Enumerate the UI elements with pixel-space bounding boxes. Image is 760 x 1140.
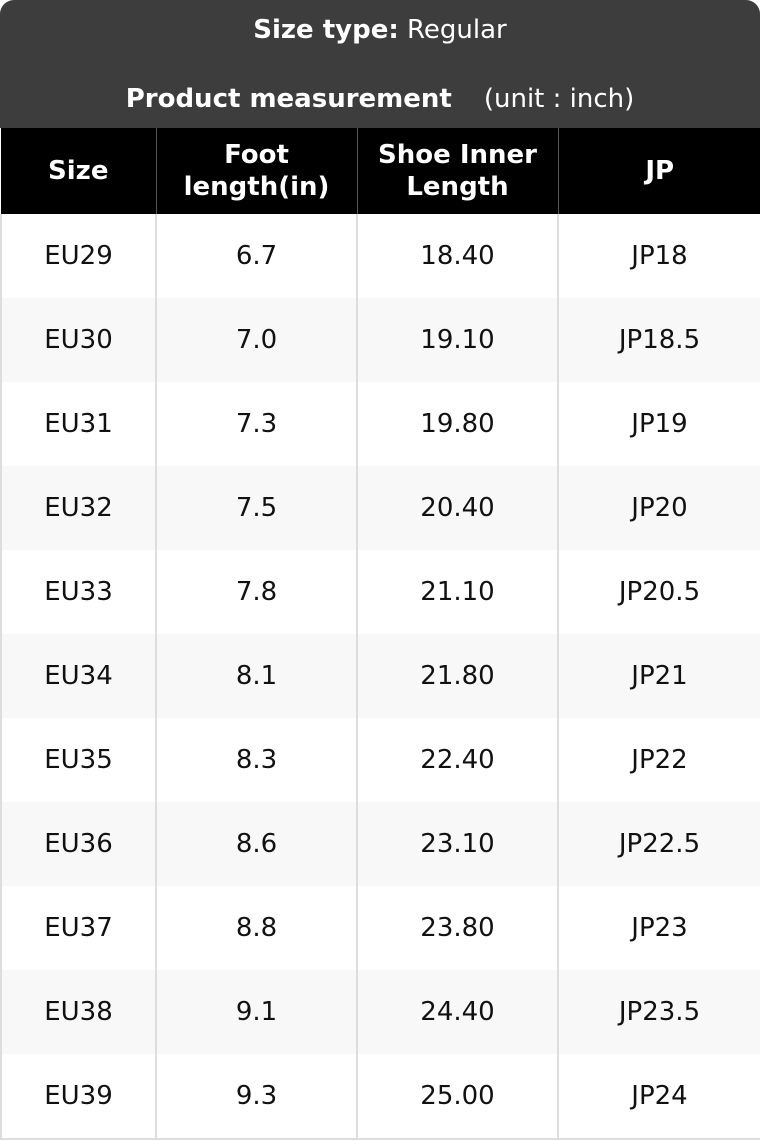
table-row: EU32 7.5 20.40 JP20 bbox=[0, 466, 760, 550]
column-header-text: JP bbox=[645, 156, 675, 186]
table-cell: JP18 bbox=[557, 214, 760, 298]
table-cell: 23.10 bbox=[356, 802, 558, 886]
table-cell: 23.80 bbox=[356, 886, 558, 970]
column-header-text: Size bbox=[48, 156, 109, 186]
measurement-line: Product measurement (unit : inch) bbox=[0, 56, 760, 128]
header-row: Size Foot length(in) Shoe Inner Length JP bbox=[1, 128, 760, 214]
table-cell: EU38 bbox=[0, 970, 156, 1054]
table-cell: EU34 bbox=[0, 634, 156, 718]
table-cell: 7.5 bbox=[155, 466, 357, 550]
table-cell: JP23 bbox=[557, 886, 760, 970]
table-cell: 18.40 bbox=[356, 214, 558, 298]
table-cell: 8.8 bbox=[155, 886, 357, 970]
table-cell: JP18.5 bbox=[557, 298, 760, 382]
table-cell: EU36 bbox=[0, 802, 156, 886]
table-cell: JP19 bbox=[557, 382, 760, 466]
table-cell: 22.40 bbox=[356, 718, 558, 802]
size-type-value: Regular bbox=[407, 15, 507, 45]
table-cell: JP22 bbox=[557, 718, 760, 802]
table-cell: EU29 bbox=[0, 214, 156, 298]
table-cell: 21.10 bbox=[356, 550, 558, 634]
table-cell: 6.7 bbox=[155, 214, 357, 298]
table-row: EU38 9.1 24.40 JP23.5 bbox=[0, 970, 760, 1054]
size-type-line: Size type: Regular bbox=[0, 0, 760, 56]
table-cell: EU31 bbox=[0, 382, 156, 466]
table-cell: JP20 bbox=[557, 466, 760, 550]
table-cell: EU32 bbox=[0, 466, 156, 550]
table-row: EU30 7.0 19.10 JP18.5 bbox=[0, 298, 760, 382]
table-row: EU33 7.8 21.10 JP20.5 bbox=[0, 550, 760, 634]
table-cell: EU33 bbox=[0, 550, 156, 634]
table-cell: EU35 bbox=[0, 718, 156, 802]
table-cell: 7.3 bbox=[155, 382, 357, 466]
table-row: EU39 9.3 25.00 JP24 bbox=[0, 1054, 760, 1140]
column-header: JP bbox=[557, 128, 760, 214]
table-cell: 9.3 bbox=[155, 1054, 357, 1140]
table-row: EU36 8.6 23.10 JP22.5 bbox=[0, 802, 760, 886]
table-cell: JP24 bbox=[557, 1054, 760, 1140]
column-header: Foot length(in) bbox=[155, 128, 357, 214]
table-cell: 19.10 bbox=[356, 298, 558, 382]
table-cell: 24.40 bbox=[356, 970, 558, 1054]
column-header-text: Foot length(in) bbox=[183, 140, 330, 202]
table-cell: 21.80 bbox=[356, 634, 558, 718]
table-cell: EU39 bbox=[0, 1054, 156, 1140]
table-cell: JP22.5 bbox=[557, 802, 760, 886]
table-cell: JP21 bbox=[557, 634, 760, 718]
table-cell: JP20.5 bbox=[557, 550, 760, 634]
table-cell: 9.1 bbox=[155, 970, 357, 1054]
table-cell: 20.40 bbox=[356, 466, 558, 550]
table-row: EU35 8.3 22.40 JP22 bbox=[0, 718, 760, 802]
table-cell: 7.0 bbox=[155, 298, 357, 382]
column-header-text: Shoe Inner Length bbox=[378, 140, 537, 202]
size-type-label: Size type: bbox=[253, 15, 399, 45]
chart-header: Size type: Regular Product measurement (u… bbox=[0, 0, 760, 128]
size-table: Size Foot length(in) Shoe Inner Length JP E… bbox=[0, 128, 760, 1140]
table-row: EU37 8.8 23.80 JP23 bbox=[0, 886, 760, 970]
table-cell: 19.80 bbox=[356, 382, 558, 466]
table-cell: 8.3 bbox=[155, 718, 357, 802]
table-cell: 7.8 bbox=[155, 550, 357, 634]
table-row: EU34 8.1 21.80 JP21 bbox=[0, 634, 760, 718]
table-row: EU29 6.7 18.40 JP18 bbox=[0, 214, 760, 298]
table-cell: 8.1 bbox=[155, 634, 357, 718]
table-cell: 8.6 bbox=[155, 802, 357, 886]
table-body: EU29 6.7 18.40 JP18 EU30 7.0 19.10 JP18.5 EU31 7.… bbox=[0, 214, 760, 1140]
table-row: EU31 7.3 19.80 JP19 bbox=[0, 382, 760, 466]
unit-label: (unit : inch) bbox=[483, 84, 635, 114]
measurement-label: Product measurement bbox=[125, 84, 452, 114]
table-cell: EU37 bbox=[0, 886, 156, 970]
table-cell: EU30 bbox=[0, 298, 156, 382]
column-header: Size bbox=[1, 128, 156, 214]
column-header: Shoe Inner Length bbox=[356, 128, 558, 214]
table-cell: 25.00 bbox=[356, 1054, 558, 1140]
table-cell: JP23.5 bbox=[557, 970, 760, 1054]
